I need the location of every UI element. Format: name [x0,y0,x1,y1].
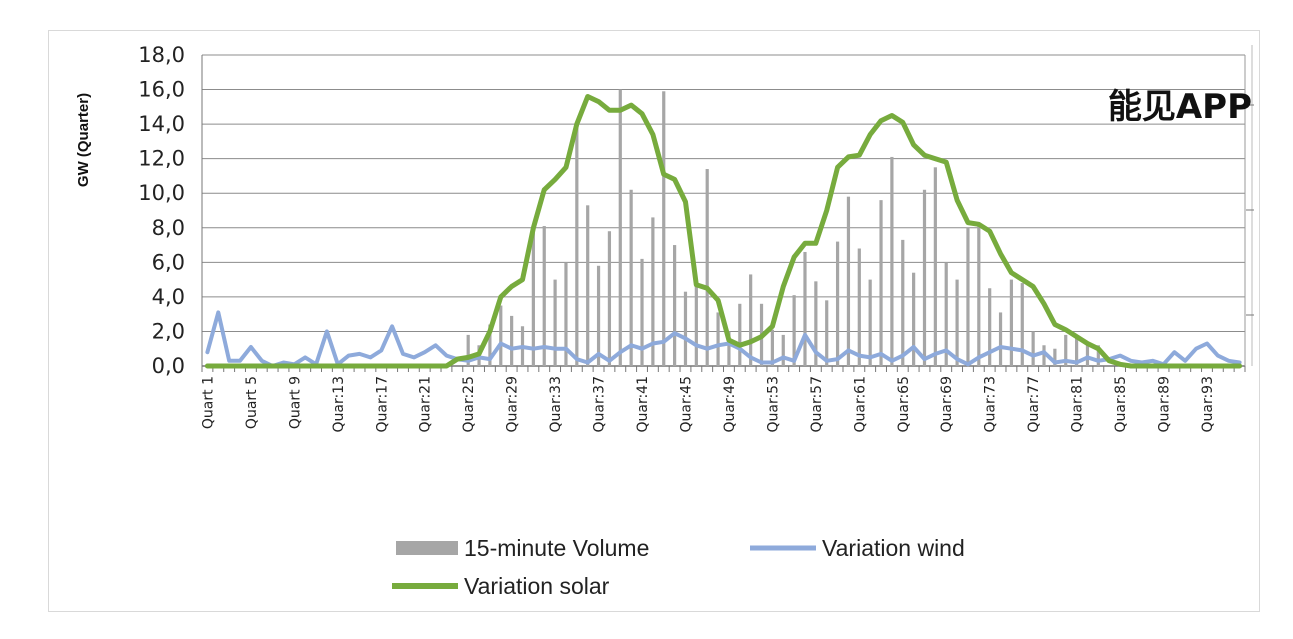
volume-bar [618,89,622,367]
x-tick-label: Quar:85 [1113,376,1129,433]
x-tick-label: Quar:77 [1026,376,1042,433]
x-tick-label: Quar:17 [374,376,390,433]
volume-bar [1074,338,1079,366]
volume-bar [651,217,655,366]
volume-bar [738,303,742,366]
volume-bar [727,331,731,366]
volume-bar [988,288,992,366]
volume-bar [944,262,948,366]
volume-bar [1020,283,1024,366]
y-tick-label: 12,0 [138,147,185,171]
y-tick-label: 14,0 [138,112,185,136]
x-tick-label: Quar:49 [722,376,738,433]
y-axis-label: GW (Quarter) [75,93,92,187]
volume-bar [901,239,905,366]
volume-bar [488,324,492,366]
x-tick-label: Quar:41 [635,376,651,433]
x-tick-label: Quar:25 [461,376,477,433]
volume-bar [586,205,590,366]
volume-bar [542,226,546,366]
x-tick-label: Quar:33 [548,376,564,433]
volume-bar [977,226,981,366]
legend-label: 15-minute Volume [464,535,649,561]
wind-line [205,310,1242,368]
volume-bar [825,300,829,366]
volume-bar [716,312,720,366]
volume-bar [705,169,709,366]
x-tick-label: Quar:57 [809,376,825,433]
x-tick-label: Quar:13 [331,376,347,433]
volume-bar [879,200,883,366]
volume-bar [531,231,535,366]
x-tick-label: Quar:73 [983,376,999,433]
x-tick-label: Quar:69 [939,376,955,433]
volume-bar [998,312,1003,366]
volume-bar [792,295,796,366]
volume-bar [922,189,927,366]
volume-bar [1096,345,1100,366]
legend-label: Variation solar [464,573,610,599]
volume-bar [1085,341,1090,366]
volume-bar [510,315,514,366]
x-tick-label: Quar:93 [1200,376,1216,433]
volume-bar [912,272,916,366]
y-tick-label: 6,0 [152,250,185,274]
volume-bar [868,279,872,366]
volume-bar [629,189,633,366]
y-tick-label: 10,0 [138,181,185,205]
y-tick-label: 0,0 [152,354,185,378]
watermark-text: 能见APP [1108,87,1252,127]
volume-bar [933,167,937,366]
volume-bar [683,291,688,366]
volume-bar [466,334,470,366]
volume-bar [564,262,568,366]
x-tick-label: Quar:45 [678,376,694,433]
x-tick-label: Quar:21 [418,376,434,433]
volume-bar [596,265,601,366]
volume-bar [607,231,612,366]
volume-bar [955,279,959,366]
x-tick-label: Quar:29 [505,376,521,433]
x-tick-label: Quar:89 [1157,376,1173,433]
y-tick-label: 16,0 [138,78,185,102]
volume-bar [857,248,861,366]
y-tick-label: 2,0 [152,319,185,343]
volume-bar [673,245,677,366]
volume-bar [1009,279,1014,366]
volume-bar [835,241,840,366]
volume-bar [803,251,807,366]
volume-bar [966,227,970,366]
x-tick-label: Quart 5 [244,376,260,429]
volume-bar [1031,331,1035,366]
volume-bar [499,305,503,366]
y-tick-label: 4,0 [152,285,185,309]
x-tick-label: Quar:65 [896,376,912,433]
volume-bar [640,258,644,366]
volume-bar [770,329,774,366]
volume-bar [694,279,698,366]
volume-bar [846,196,851,366]
legend-label: Variation wind [822,535,965,561]
x-tick-label: Quar:61 [852,376,868,433]
x-tick-label: Quar:81 [1070,376,1086,433]
volume-bar [781,334,785,366]
volume-bar [1064,334,1068,366]
volume-bar [662,91,666,367]
volume-bar [1053,348,1057,366]
volume-bar [749,274,753,366]
x-tick-label: Quar:53 [765,376,781,433]
volume-bar [890,156,894,366]
y-tick-label: 8,0 [152,216,185,240]
volume-bar [1042,345,1046,366]
x-tick-label: Quart 1 [200,376,216,429]
solar-line [204,94,1243,369]
y-tick-label: 18,0 [138,43,185,67]
volume-bar [553,279,557,366]
x-tick-label: Quart 9 [287,376,303,429]
volume-bar [814,281,818,366]
legend-swatch-volume [396,541,458,555]
x-tick-label: Quar:37 [592,376,608,433]
volume-bar [575,122,579,366]
